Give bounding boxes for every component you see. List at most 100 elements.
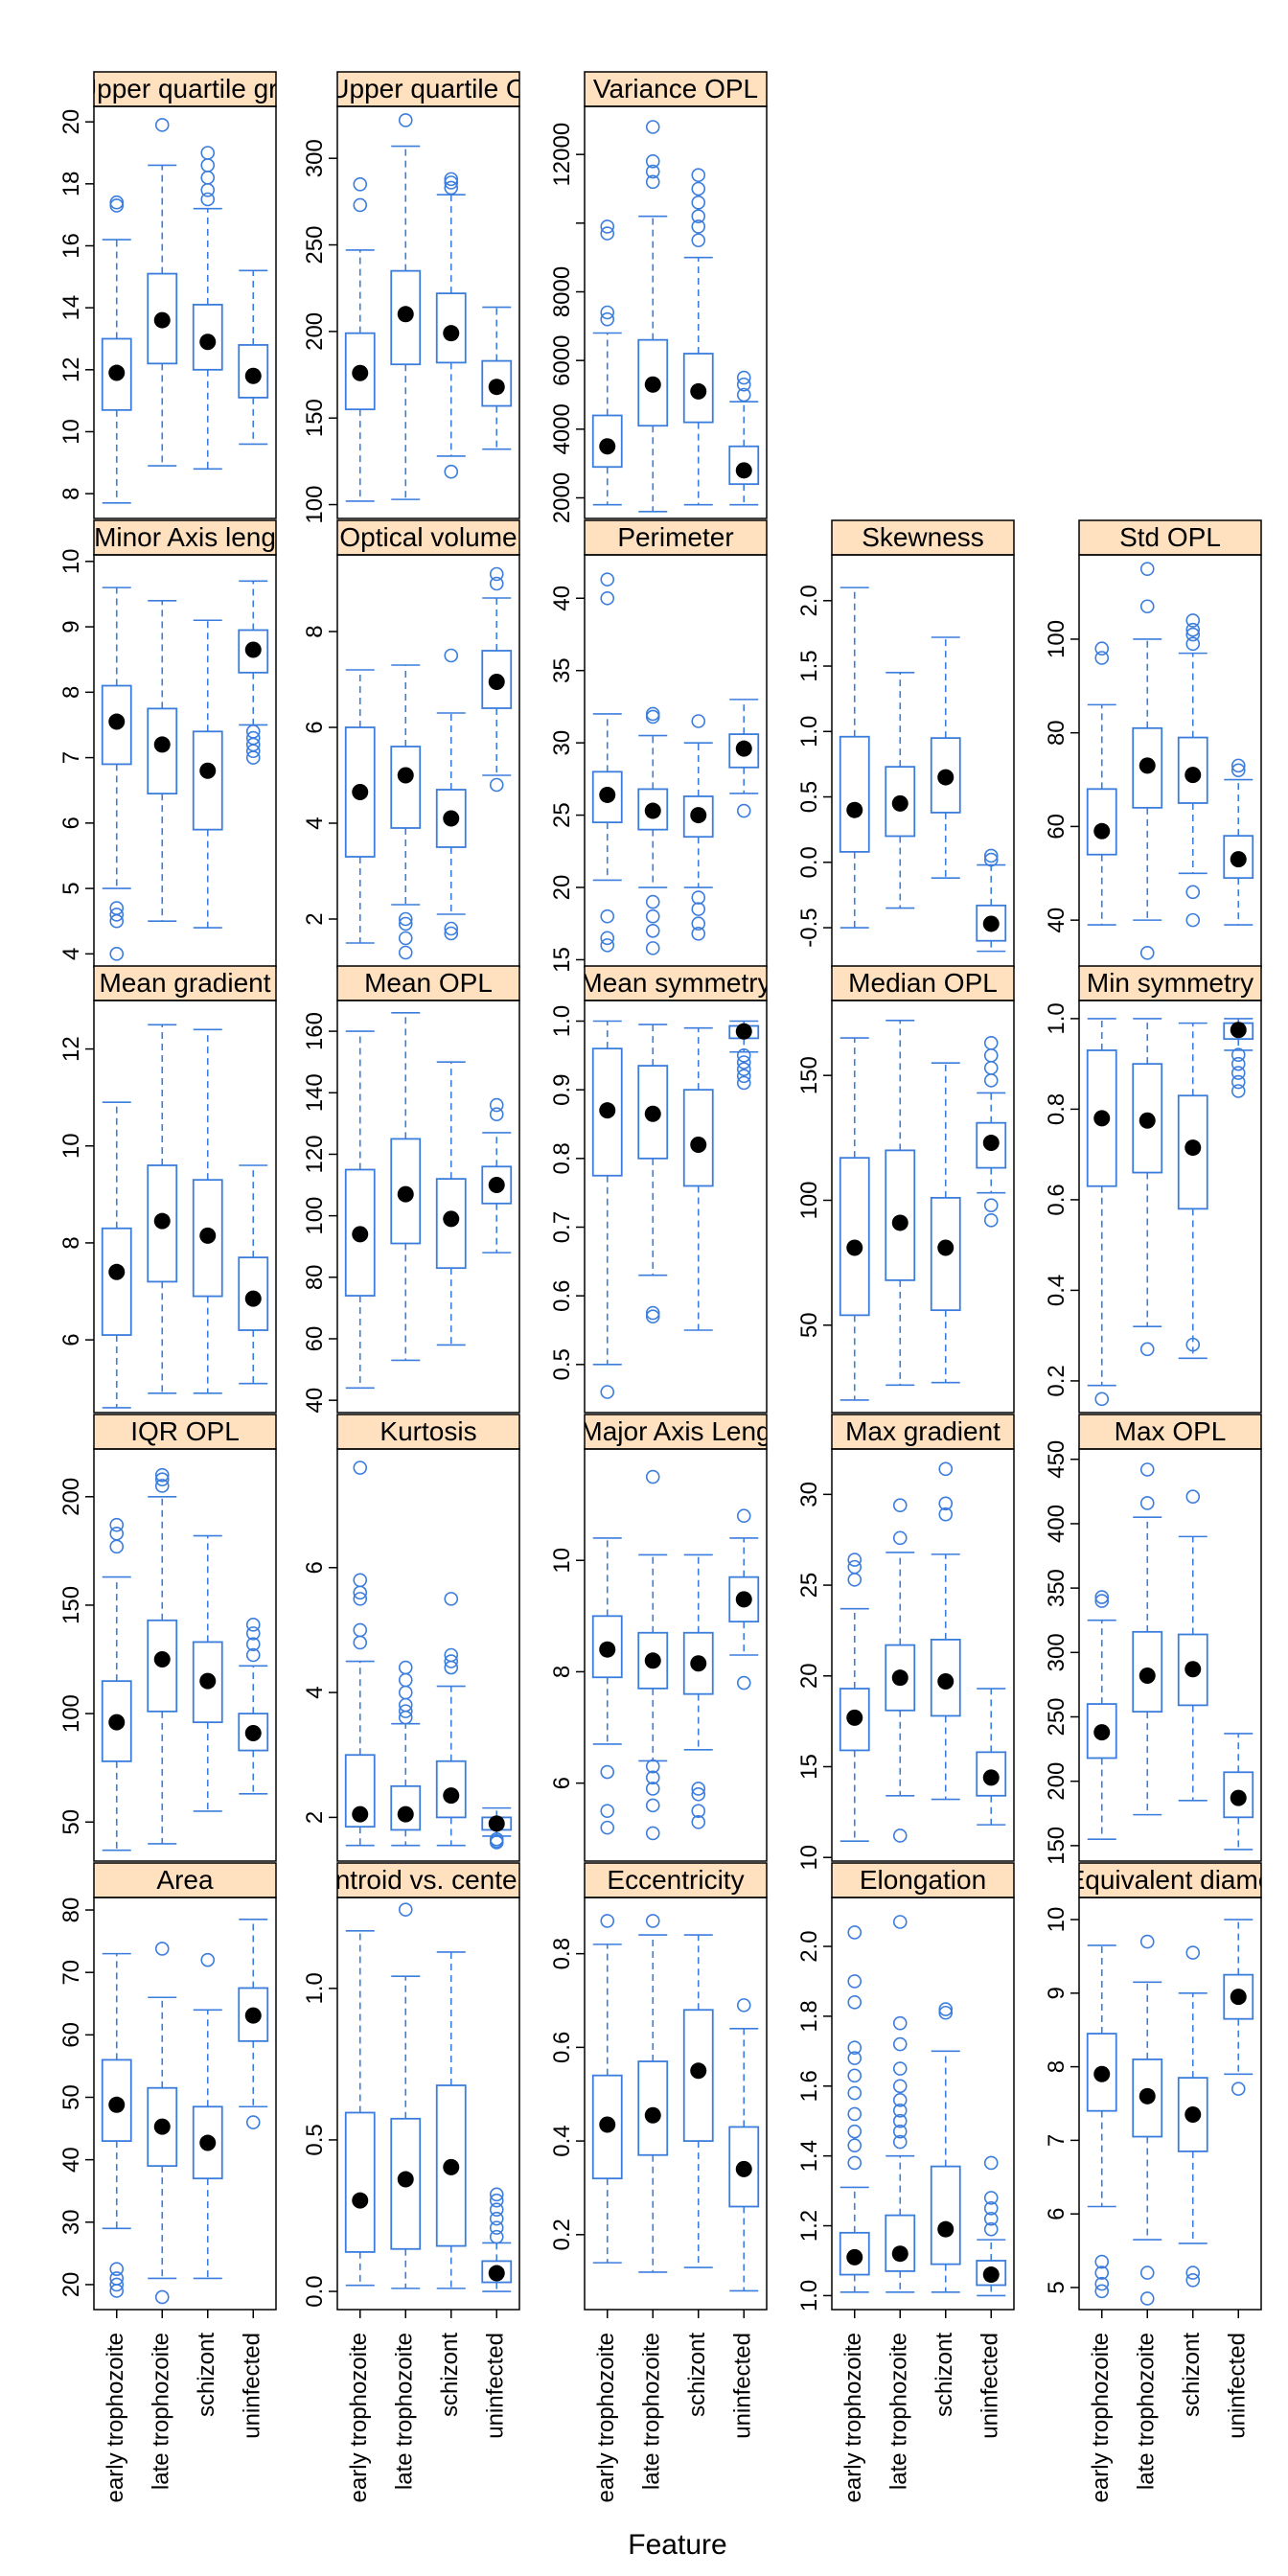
iqr-box <box>1177 2077 1208 2152</box>
y-tick-label: 2 <box>302 1811 328 1824</box>
y-tick-label: 0.8 <box>549 1142 575 1174</box>
iqr-box <box>728 1576 760 1623</box>
outlier-point <box>245 1626 261 1641</box>
box-schizont <box>192 1534 223 1812</box>
y-tick-label: 450 <box>1044 1440 1070 1479</box>
median-dot <box>153 311 171 329</box>
outlier-point <box>691 902 706 916</box>
y-tick-label: 120 <box>302 1135 328 1173</box>
median-dot <box>690 1655 707 1672</box>
y-tick-label: 0.6 <box>549 2032 575 2063</box>
iqr-box <box>637 338 669 427</box>
iqr-box <box>1132 1063 1163 1174</box>
y-tick-label: 100 <box>796 1181 822 1219</box>
y-tick-label: 6 <box>549 1777 575 1789</box>
outlier-point <box>154 1472 170 1486</box>
iqr-box <box>637 1631 669 1690</box>
panel-title: Elongation <box>860 1865 986 1895</box>
y-tick-label: 25 <box>796 1573 822 1598</box>
iqr-box <box>344 2111 376 2253</box>
median-dot <box>846 801 863 818</box>
outlier-point <box>109 901 125 915</box>
panel-frame <box>831 1897 1015 2311</box>
outlier-point <box>398 113 413 127</box>
median-dot <box>199 762 217 779</box>
panel-frame <box>1078 1897 1262 2311</box>
outlier-point <box>691 1804 706 1819</box>
y-tick-label: 60 <box>302 1326 328 1352</box>
x-category-label: uninfected <box>483 2333 509 2439</box>
box-late-trophozoite <box>885 1498 916 1843</box>
median-dot <box>1093 1110 1111 1127</box>
outlier-point <box>691 181 706 196</box>
outlier-point <box>1139 1934 1155 1949</box>
x-category-label: schizont <box>194 2333 219 2417</box>
panel: Upper quartile gra 8 10 12 14 16 18 20 <box>58 71 277 519</box>
box-late-trophozoite <box>147 599 178 923</box>
iqr-box <box>238 1256 269 1331</box>
box-late-trophozoite <box>147 1467 178 1845</box>
median-dot <box>443 2158 460 2175</box>
y-tick-label: 0.2 <box>1044 1365 1070 1396</box>
y-tick-label: 12 <box>58 1036 84 1062</box>
box-early-trophozoite <box>839 1037 870 1401</box>
box-late-trophozoite <box>147 118 178 467</box>
y-tick-label: 12 <box>58 356 84 382</box>
outlier-point <box>847 2124 862 2139</box>
median-dot <box>891 2245 908 2263</box>
box-schizont <box>192 1952 223 2280</box>
box-schizont <box>1177 1945 1208 2288</box>
outlier-point <box>736 377 751 392</box>
outlier-point <box>691 1782 706 1796</box>
median-dot <box>1138 2087 1156 2104</box>
iqr-box <box>839 1157 870 1317</box>
iqr-box <box>682 1089 714 1187</box>
outlier-point <box>1230 1066 1246 1080</box>
iqr-box <box>637 1065 669 1160</box>
panel: Max OPL 150 200 250 300 350 400 450 <box>1044 1414 1262 1865</box>
outlier-point <box>645 894 660 909</box>
panel-frame <box>1078 1000 1262 1414</box>
outlier-point <box>892 1915 908 1929</box>
iqr-box <box>435 1760 467 1819</box>
box-early-trophozoite <box>591 572 623 953</box>
box-uninfected <box>728 1508 760 1690</box>
outlier-point <box>398 1672 413 1688</box>
median-dot <box>108 713 126 730</box>
outlier-point <box>691 168 706 182</box>
box-early-trophozoite <box>344 669 376 944</box>
iqr-box <box>1086 1049 1117 1187</box>
panel: Centroid vs. center of 0.0 0.5 1.0 <box>302 1862 520 2318</box>
median-dot <box>1184 767 1202 784</box>
outlier-point <box>938 1496 954 1511</box>
y-tick-label: 0.4 <box>1044 1275 1070 1306</box>
panel-strip <box>584 519 768 556</box>
iqr-box <box>1086 1703 1117 1760</box>
iqr-box <box>682 795 714 839</box>
iqr-box <box>976 2260 1007 2287</box>
box-late-trophozoite <box>885 672 916 909</box>
panel-title: Max gradient <box>845 1416 1000 1446</box>
median-dot <box>599 2116 616 2133</box>
median-dot <box>644 1105 661 1122</box>
box-uninfected <box>481 1806 513 1850</box>
y-tick-label: 200 <box>302 312 328 351</box>
x-category-label: late trophozoite <box>1134 2333 1160 2490</box>
y-tick-label: 250 <box>302 226 328 264</box>
box-early-trophozoite <box>344 1929 376 2287</box>
median-dot <box>982 1135 1000 1152</box>
iqr-box <box>637 2060 669 2156</box>
box-schizont <box>930 1062 961 1384</box>
y-tick-label: 2.0 <box>796 585 822 616</box>
outlier-point <box>847 1552 862 1567</box>
median-dot <box>1184 2106 1202 2124</box>
iqr-box <box>101 2058 132 2142</box>
outlier-point <box>645 1305 660 1321</box>
outlier-point <box>200 171 216 185</box>
median-dot <box>153 2118 171 2135</box>
y-tick-label: 14 <box>58 295 84 321</box>
outlier-point <box>109 2262 125 2276</box>
x-category-label: early trophozoite <box>346 2333 372 2502</box>
outlier-point <box>691 890 706 905</box>
outlier-point <box>600 938 615 953</box>
